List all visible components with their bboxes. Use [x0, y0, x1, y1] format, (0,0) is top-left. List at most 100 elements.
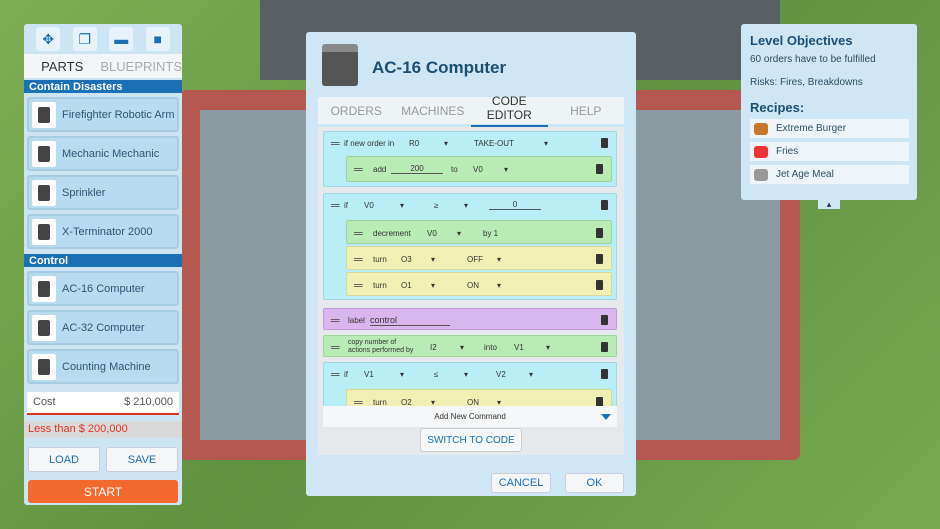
- value-input[interactable]: 200: [391, 164, 443, 174]
- if-compare-block[interactable]: ═ if V0 ▾ ≥ ▾ 0 ═ decrement V0 ▾ by 1 ═ tur…: [323, 193, 617, 300]
- output-dropdown[interactable]: O1: [401, 280, 412, 290]
- trash-icon[interactable]: [596, 254, 603, 264]
- variable-dropdown[interactable]: V0: [427, 228, 437, 238]
- copy-icon[interactable]: ❐: [72, 27, 97, 51]
- part-item[interactable]: Sprinkler: [27, 175, 179, 210]
- drag-handle-icon[interactable]: ═: [331, 136, 340, 150]
- collapse-panel-icon[interactable]: ▴: [818, 199, 840, 209]
- chevron-down-icon[interactable]: ▾: [431, 254, 436, 264]
- cancel-button[interactable]: CANCEL: [491, 473, 551, 493]
- switch-to-code-button[interactable]: SWITCH TO CODE: [420, 428, 522, 452]
- operator-dropdown[interactable]: ≤: [434, 369, 439, 379]
- part-thumbnail: [32, 353, 56, 380]
- trash-icon[interactable]: [601, 315, 608, 325]
- chevron-down-icon[interactable]: ▾: [497, 397, 502, 407]
- input-dropdown[interactable]: I2: [430, 342, 437, 352]
- tab-help[interactable]: HELP: [570, 103, 602, 118]
- chevron-down-icon[interactable]: ▾: [457, 228, 462, 238]
- part-item[interactable]: Firefighter Robotic Arm: [27, 97, 179, 132]
- chevron-down-icon[interactable]: [601, 414, 611, 425]
- chevron-down-icon[interactable]: ▾: [464, 200, 469, 210]
- trash-icon[interactable]: [596, 228, 603, 238]
- variable-dropdown[interactable]: V1: [364, 369, 374, 379]
- if-order-block[interactable]: ═ if new order in R0 ▾ TAKE-OUT ▾ ═ add 20…: [323, 131, 617, 187]
- budget-warning: Less than $ 200,000: [24, 421, 182, 438]
- chevron-down-icon[interactable]: ▾: [504, 164, 509, 174]
- recipes-title: Recipes:: [750, 100, 805, 115]
- order-type-dropdown[interactable]: TAKE-OUT: [474, 138, 514, 148]
- chevron-down-icon[interactable]: ▾: [497, 254, 502, 264]
- chevron-down-icon[interactable]: ▾: [544, 138, 549, 148]
- chevron-down-icon[interactable]: ▾: [460, 342, 465, 352]
- chevron-down-icon[interactable]: ▾: [400, 369, 405, 379]
- chevron-down-icon[interactable]: ▾: [431, 397, 436, 407]
- part-item[interactable]: AC-32 Computer: [27, 310, 179, 345]
- trash-icon[interactable]: [601, 200, 608, 210]
- state-dropdown[interactable]: ON: [467, 280, 479, 290]
- parts-panel: ✥ ❐ ▬ ■ PARTS BLUEPRINTS Contain Disaste…: [24, 24, 182, 505]
- recipe-item[interactable]: Fries: [750, 142, 909, 161]
- tab-orders[interactable]: ORDERS: [330, 103, 382, 118]
- recipe-item[interactable]: Extreme Burger: [750, 119, 909, 138]
- drag-handle-icon[interactable]: ═: [331, 340, 340, 354]
- output-dropdown[interactable]: O2: [401, 397, 412, 407]
- fries-icon: [754, 145, 768, 158]
- code-editor[interactable]: ═ if new order in R0 ▾ TAKE-OUT ▾ ═ add 20…: [318, 127, 624, 455]
- drag-handle-icon[interactable]: ═: [331, 367, 340, 381]
- drag-handle-icon[interactable]: ═: [354, 226, 363, 240]
- drag-handle-icon[interactable]: ═: [331, 313, 340, 327]
- save-button[interactable]: SAVE: [106, 447, 178, 472]
- camera-icon[interactable]: ■: [145, 27, 170, 51]
- chevron-down-icon[interactable]: ▾: [431, 280, 436, 290]
- label-input[interactable]: control: [370, 315, 450, 326]
- copy-block[interactable]: ═ copy number of actions performed by I2…: [323, 335, 617, 357]
- drag-handle-icon[interactable]: ═: [331, 198, 340, 212]
- load-button[interactable]: LOAD: [28, 447, 100, 472]
- drag-handle-icon[interactable]: ═: [354, 395, 363, 409]
- trash-icon[interactable]: [601, 138, 608, 148]
- part-item[interactable]: X-Terminator 2000: [27, 214, 179, 249]
- tab-blueprints[interactable]: BLUEPRINTS: [100, 58, 182, 74]
- state-dropdown[interactable]: OFF: [467, 254, 483, 264]
- state-dropdown[interactable]: ON: [467, 397, 479, 407]
- chevron-down-icon[interactable]: ▾: [444, 138, 449, 148]
- variable-dropdown[interactable]: V0: [364, 200, 374, 210]
- chevron-down-icon[interactable]: ▾: [529, 369, 534, 379]
- part-item[interactable]: Mechanic Mechanic: [27, 136, 179, 171]
- move-icon[interactable]: ✥: [36, 27, 61, 51]
- trash-icon[interactable]: [596, 164, 603, 174]
- variable-dropdown[interactable]: V1: [514, 342, 524, 352]
- trash-icon[interactable]: [601, 369, 608, 379]
- part-item[interactable]: AC-16 Computer: [27, 271, 179, 306]
- part-thumbnail: [32, 275, 56, 302]
- start-button[interactable]: START: [28, 480, 178, 503]
- part-item[interactable]: Counting Machine: [27, 349, 179, 384]
- chevron-down-icon[interactable]: ▾: [464, 369, 469, 379]
- variable-dropdown[interactable]: V2: [496, 369, 506, 379]
- tab-code-editor[interactable]: CODE EDITOR: [471, 94, 548, 127]
- value-input[interactable]: 0: [489, 200, 541, 210]
- cost-display: Cost $ 210,000: [27, 392, 179, 415]
- trash-icon[interactable]: [596, 280, 603, 290]
- blueprint-icon[interactable]: ▬: [109, 27, 134, 51]
- tab-machines[interactable]: MACHINES: [401, 103, 465, 118]
- drag-handle-icon[interactable]: ═: [354, 162, 363, 176]
- trash-icon[interactable]: [596, 397, 603, 407]
- add-command-dropdown[interactable]: Add New Command: [323, 406, 617, 427]
- register-dropdown[interactable]: R0: [409, 138, 420, 148]
- drag-handle-icon[interactable]: ═: [354, 252, 363, 266]
- ok-button[interactable]: OK: [565, 473, 624, 493]
- section-header: Contain Disasters: [24, 80, 182, 93]
- tab-parts[interactable]: PARTS: [41, 58, 84, 74]
- label-block[interactable]: ═ label control: [323, 308, 617, 330]
- chevron-down-icon[interactable]: ▾: [546, 342, 551, 352]
- meal-icon: [754, 168, 768, 181]
- chevron-down-icon[interactable]: ▾: [400, 200, 405, 210]
- operator-dropdown[interactable]: ≥: [434, 200, 439, 210]
- variable-dropdown[interactable]: V0: [473, 164, 483, 174]
- output-dropdown[interactable]: O3: [401, 254, 412, 264]
- chevron-down-icon[interactable]: ▾: [497, 280, 502, 290]
- trash-icon[interactable]: [601, 342, 608, 352]
- drag-handle-icon[interactable]: ═: [354, 278, 363, 292]
- recipe-item[interactable]: Jet Age Meal: [750, 165, 909, 184]
